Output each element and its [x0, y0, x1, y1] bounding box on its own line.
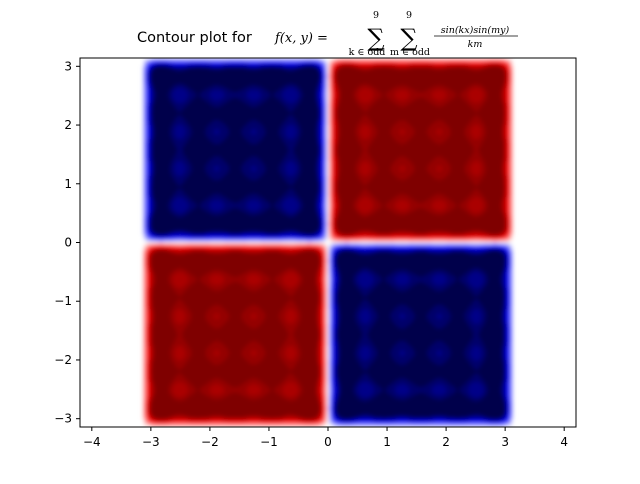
- title-function: f(x, y) =: [274, 31, 328, 46]
- x-tick-label: 0: [324, 435, 332, 449]
- y-tick-label: 2: [64, 118, 72, 132]
- title-prefix: Contour plot for: [137, 30, 252, 46]
- contour-fill: [142, 58, 514, 427]
- plot-region: [142, 58, 514, 427]
- title-sigma-k: ∑: [367, 24, 384, 52]
- title-denominator: km: [468, 39, 483, 50]
- x-tick-label: −2: [201, 435, 219, 449]
- title-upper-m: 9: [406, 10, 412, 21]
- y-tick-label: −2: [54, 353, 72, 367]
- x-tick-label: 3: [501, 435, 509, 449]
- title-lower-m: m ∈ odd: [390, 47, 430, 58]
- title-upper-k: 9: [373, 10, 379, 21]
- y-tick-label: 1: [64, 177, 72, 191]
- chart-title: Contour plot for f(x, y) = 9 ∑ k ∈ odd 9…: [137, 10, 518, 58]
- x-tick-label: −3: [142, 435, 160, 449]
- title-sigma-m: ∑: [400, 24, 417, 52]
- y-tick-label: −3: [54, 412, 72, 426]
- y-axis: −3 −2 −1 0 1 2 3: [54, 59, 80, 426]
- x-axis: −4 −3 −2 −1 0 1 2 3 4: [83, 427, 568, 449]
- y-tick-label: 0: [64, 236, 72, 250]
- x-tick-label: −4: [83, 435, 101, 449]
- title-lower-k: k ∈ odd: [349, 47, 386, 58]
- x-tick-label: 1: [383, 435, 391, 449]
- x-tick-label: −1: [260, 435, 278, 449]
- y-tick-label: −1: [54, 294, 72, 308]
- x-tick-label: 2: [442, 435, 450, 449]
- title-numerator: sin(kx)sin(my): [441, 25, 510, 36]
- y-tick-label: 3: [64, 59, 72, 73]
- x-tick-label: 4: [560, 435, 568, 449]
